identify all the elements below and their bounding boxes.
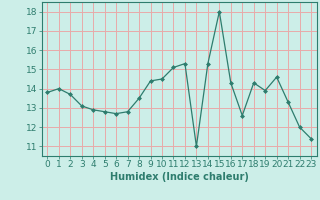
X-axis label: Humidex (Indice chaleur): Humidex (Indice chaleur) [110,172,249,182]
